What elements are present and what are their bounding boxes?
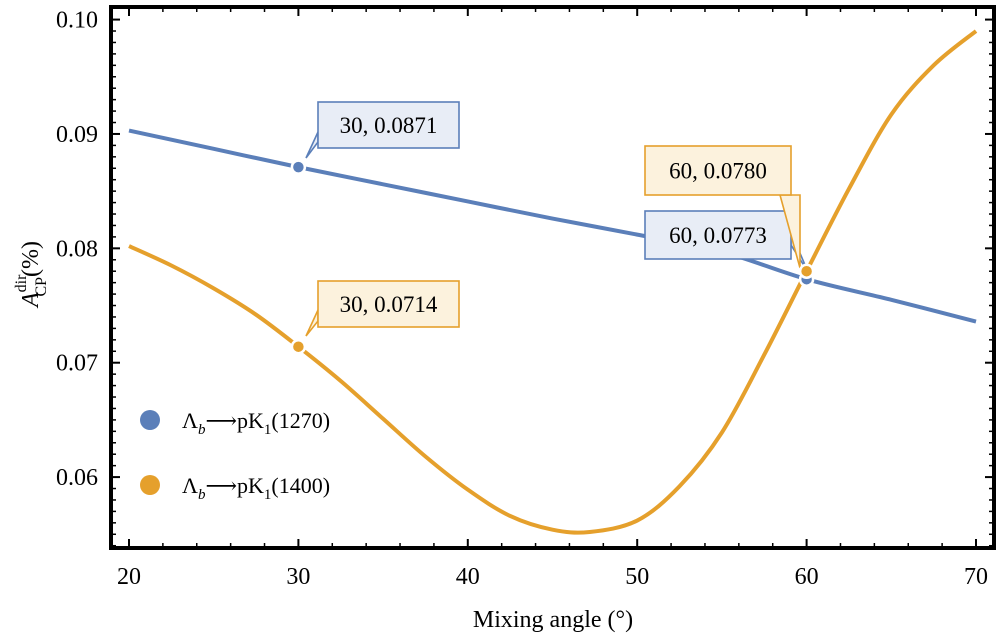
y-axis-title-main: A: [18, 292, 44, 309]
x-tick-label-70: 70: [964, 564, 988, 590]
y-tick-label-2: 0.08: [56, 236, 98, 262]
callout-box: [317, 280, 460, 328]
y-axis-title-sup: dir: [13, 274, 30, 292]
y-tick-label-1: 0.07: [56, 351, 98, 377]
callout-box: [317, 101, 460, 149]
callout-box: [644, 210, 792, 260]
callout-label: 30, 0.0714: [340, 292, 438, 317]
axes: 20 30 40 50 60 70 0.06 0.07 0.08 0.09 0.10: [56, 5, 996, 590]
y-axis-title-sub: CP: [33, 277, 50, 297]
legend: Λb⟶pK1(1270) Λb⟶pK1(1400): [140, 408, 330, 503]
callout-pointer: [305, 309, 319, 337]
x-tick-label-60: 60: [795, 564, 819, 590]
plot-area: 30, 0.0871 60, 0.0773 30, 0.0714 60, 0.0780: [128, 29, 978, 535]
callout-label: 60, 0.0773: [669, 223, 767, 248]
callout-box: [644, 145, 792, 196]
y-tick-label-3: 0.09: [56, 122, 98, 148]
series-line-1: [128, 128, 977, 324]
legend-item-1: Λb⟶pK1(1270): [140, 408, 330, 438]
legend-marker: [140, 475, 160, 495]
plot-frame: [109, 5, 996, 550]
callout-pointer: [305, 131, 319, 159]
legend-item-2: Λb⟶pK1(1400): [140, 473, 330, 503]
data-callout-4: 60, 0.0780: [644, 145, 815, 279]
data-callout-3: 30, 0.0714: [290, 280, 460, 355]
legend-label: Λb⟶pK1(1270): [182, 408, 330, 438]
callout-point: [290, 338, 307, 355]
y-tick-label-0: 0.06: [56, 465, 98, 491]
x-tick-label-50: 50: [625, 564, 649, 590]
data-callout-2: 60, 0.0773: [644, 210, 815, 287]
x-axis-title: Mixing angle (°): [473, 607, 633, 633]
y-axis-title: Adir CP(%): [13, 241, 50, 309]
x-tick-label-20: 20: [117, 564, 141, 590]
legend-label: Λb⟶pK1(1400): [182, 473, 330, 503]
callout-label: 60, 0.0780: [669, 159, 767, 184]
data-callout-1: 30, 0.0871: [290, 101, 460, 175]
x-tick-label-30: 30: [286, 564, 310, 590]
y-axis-title-suffix: (%): [18, 241, 44, 277]
y-tick-label-4: 0.10: [56, 8, 98, 34]
callout-point: [290, 159, 307, 175]
x-tick-label-40: 40: [456, 564, 480, 590]
legend-marker: [140, 410, 160, 430]
callout-label: 30, 0.0871: [340, 113, 438, 138]
series-line-2: [128, 29, 978, 535]
callout-point: [798, 263, 815, 279]
